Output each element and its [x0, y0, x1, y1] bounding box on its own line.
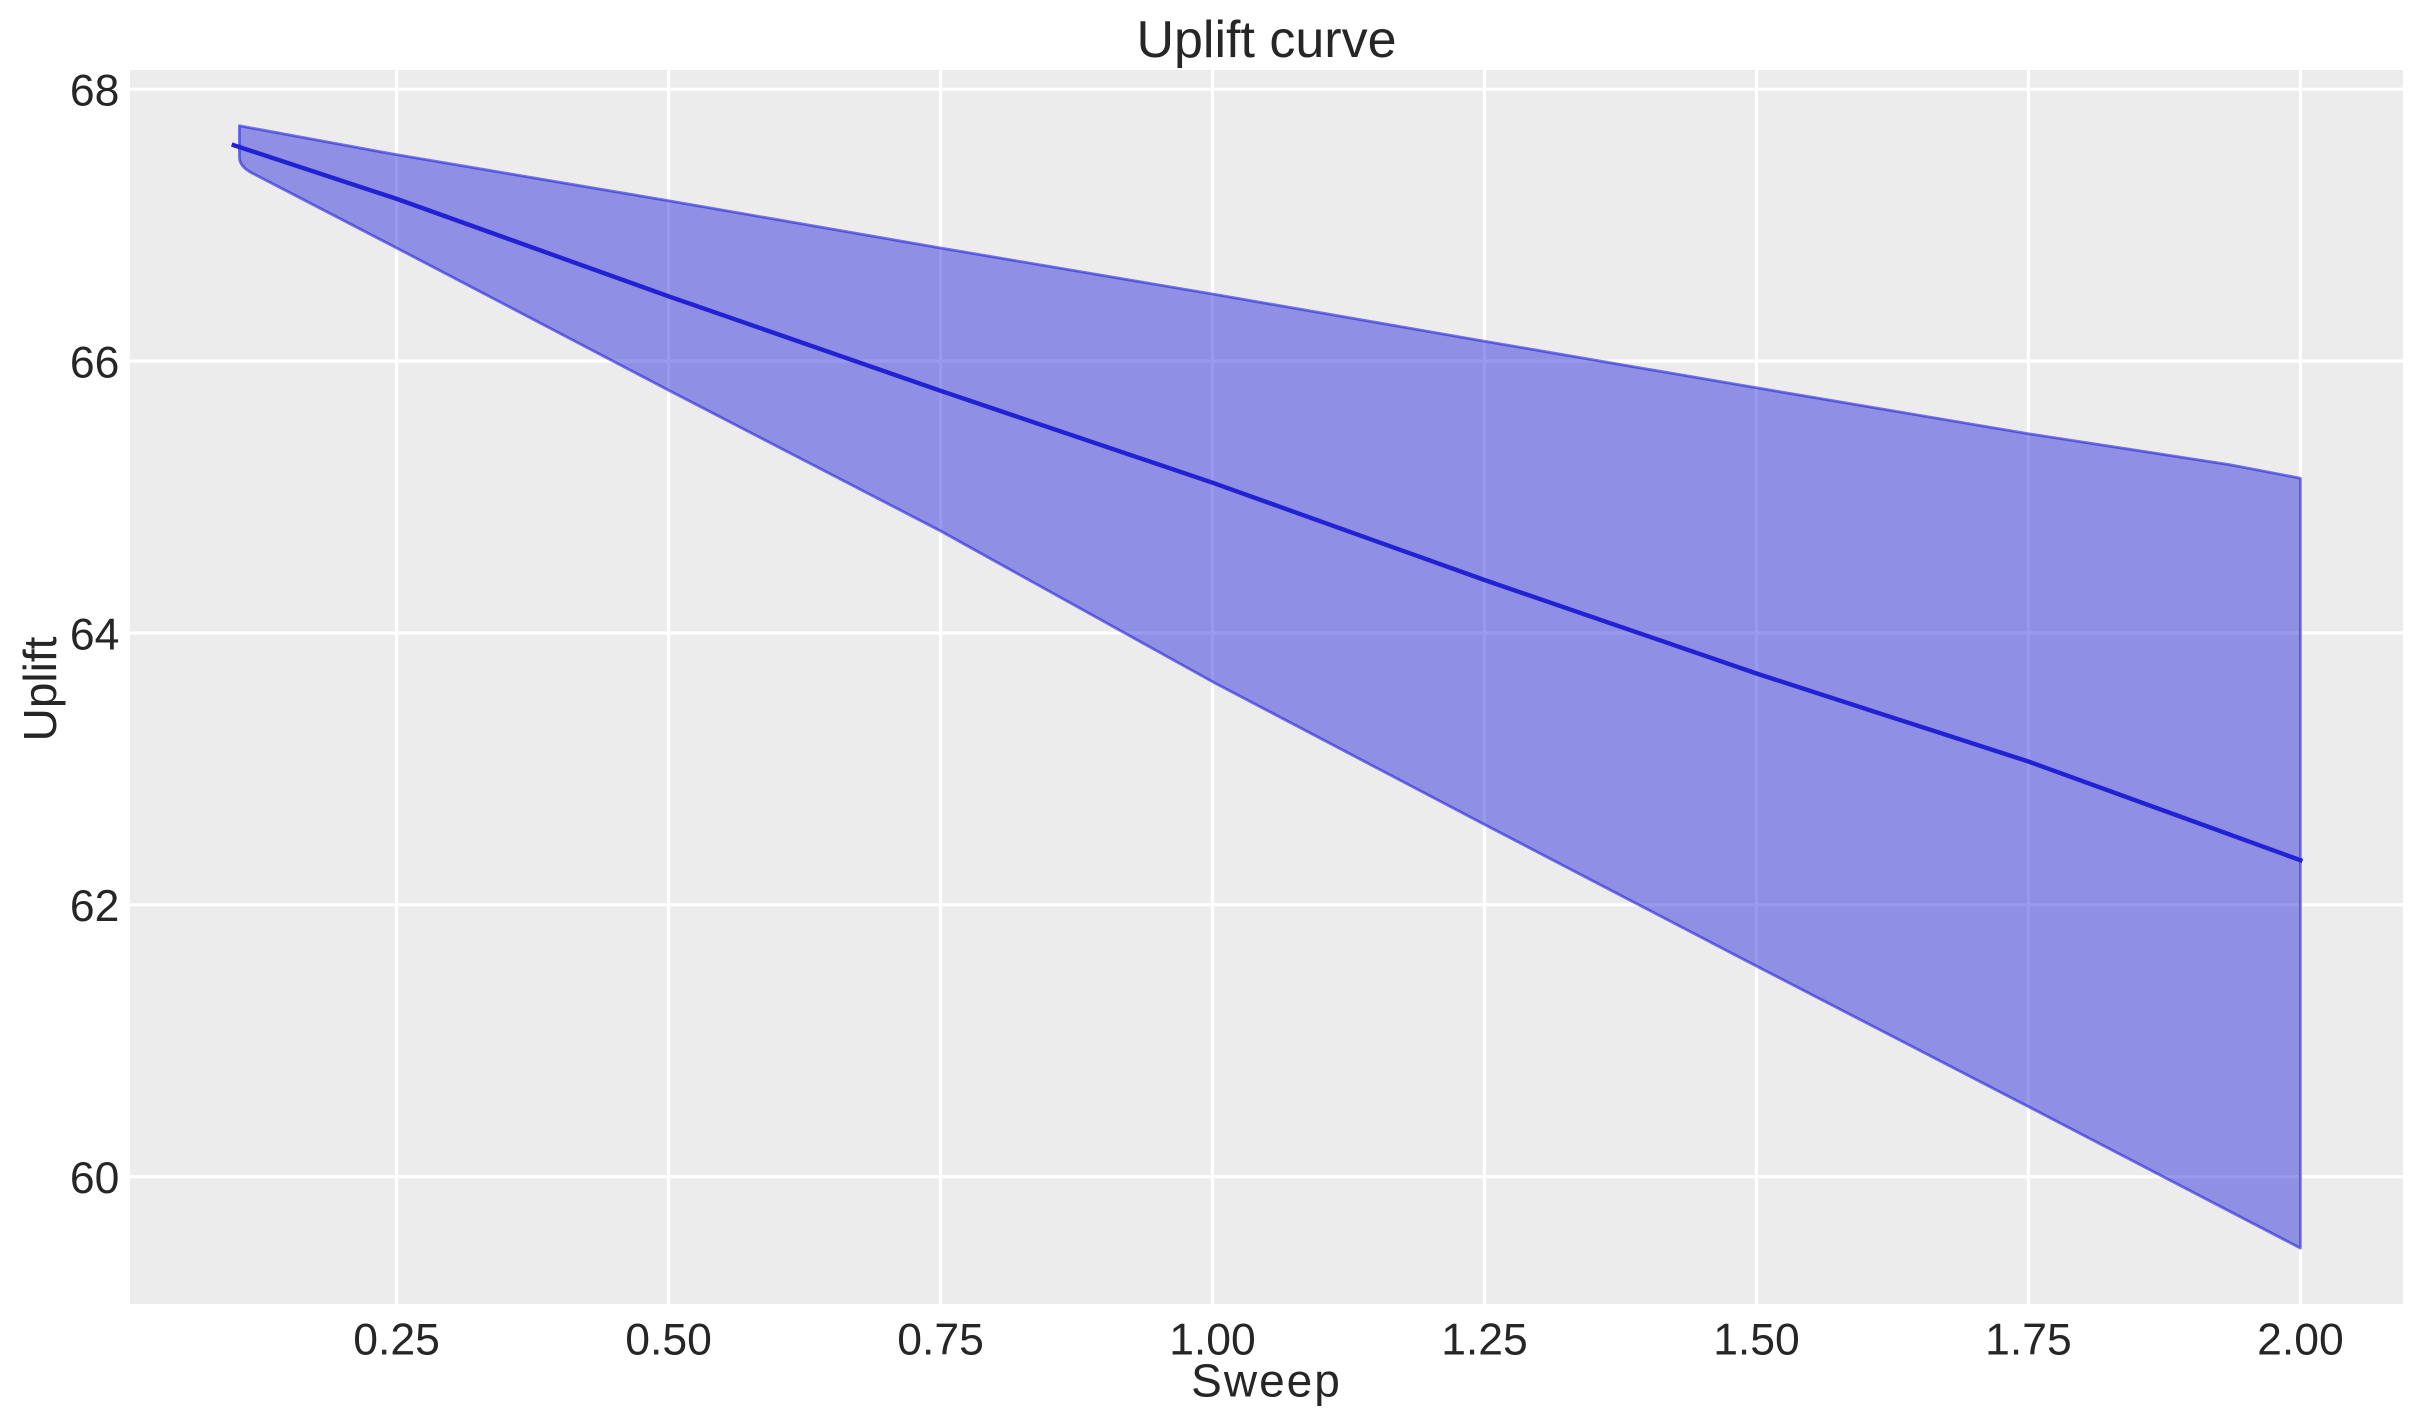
svg-text:60: 60: [70, 1154, 120, 1203]
svg-text:Sweep: Sweep: [1191, 1354, 1342, 1406]
svg-text:0.75: 0.75: [897, 1315, 984, 1364]
svg-text:64: 64: [70, 610, 120, 659]
svg-text:Uplift: Uplift: [14, 636, 66, 741]
svg-text:66: 66: [70, 338, 120, 387]
svg-text:62: 62: [70, 882, 120, 931]
svg-text:0.25: 0.25: [353, 1315, 440, 1364]
svg-text:1.75: 1.75: [1985, 1315, 2072, 1364]
svg-text:68: 68: [70, 67, 120, 116]
svg-text:1.00: 1.00: [1169, 1315, 1256, 1364]
svg-text:Uplift curve: Uplift curve: [1136, 11, 1396, 69]
svg-text:2.00: 2.00: [2257, 1315, 2344, 1364]
svg-text:1.25: 1.25: [1441, 1315, 1528, 1364]
svg-text:1.50: 1.50: [1713, 1315, 1800, 1364]
svg-text:0.50: 0.50: [625, 1315, 712, 1364]
